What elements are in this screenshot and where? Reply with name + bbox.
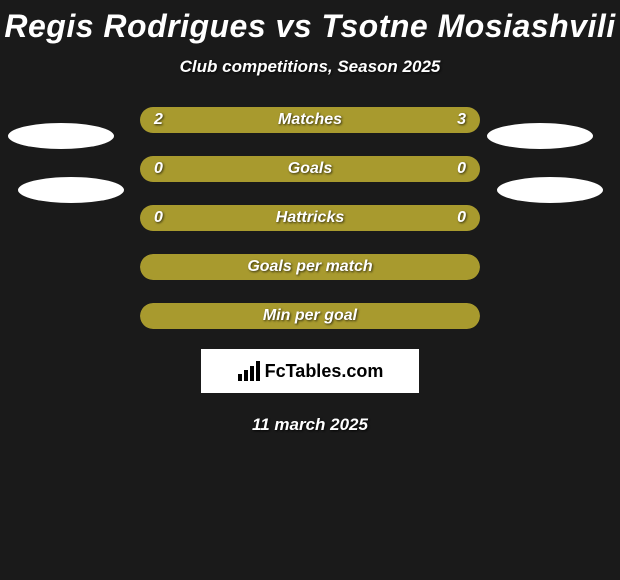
stat-row: Min per goal [0,303,620,329]
decorative-ellipse [487,123,593,149]
stat-row: 0 0 Hattricks [0,205,620,231]
stat-label: Hattricks [276,209,344,227]
stat-row: Goals per match [0,254,620,280]
stat-bar: Min per goal [140,303,480,329]
badge-text: FcTables.com [265,361,384,382]
stat-bar: 2 3 Matches [140,107,480,133]
decorative-ellipse [497,177,603,203]
decorative-ellipse [18,177,124,203]
decorative-ellipse [8,123,114,149]
stat-label: Min per goal [263,307,357,325]
bar-right-fill [310,156,480,182]
bar-left-fill [140,156,310,182]
stat-value-right: 3 [457,111,466,129]
stat-value-right: 0 [457,160,466,178]
bars-icon [237,360,261,382]
stat-bar: Goals per match [140,254,480,280]
stat-value-left: 0 [154,209,163,227]
page-title: Regis Rodrigues vs Tsotne Mosiashvili [0,0,620,45]
date-label: 11 march 2025 [0,415,620,435]
stat-bar: 0 0 Goals [140,156,480,182]
stat-value-right: 0 [457,209,466,227]
stat-label: Goals [288,160,332,178]
source-badge: FcTables.com [201,349,419,393]
subtitle: Club competitions, Season 2025 [0,57,620,77]
infographic-container: Regis Rodrigues vs Tsotne Mosiashvili Cl… [0,0,620,580]
stat-label: Matches [278,111,342,129]
stat-bar: 0 0 Hattricks [140,205,480,231]
stat-value-left: 0 [154,160,163,178]
stat-value-left: 2 [154,111,163,129]
stat-label: Goals per match [247,258,372,276]
